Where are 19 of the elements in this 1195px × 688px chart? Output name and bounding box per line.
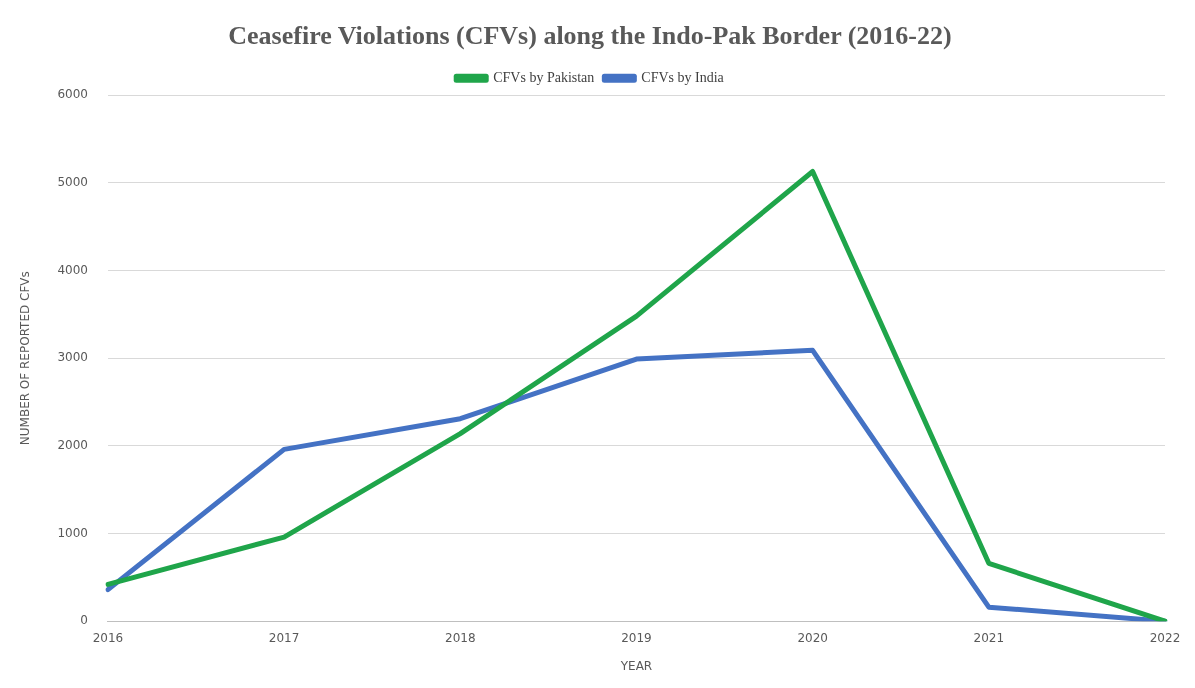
x-tick-label: 2016 bbox=[92, 630, 124, 645]
y-tick-label: 1000 bbox=[57, 525, 88, 540]
x-tick-label: 2022 bbox=[1149, 630, 1181, 645]
y-tick-label: 2000 bbox=[57, 437, 88, 452]
x-tick-label: 2019 bbox=[621, 630, 652, 645]
chart-title: Ceasefire Violations (CFVs) along the Indo-Pak Border (2016-22) bbox=[228, 21, 952, 51]
x-tick-label: 2017 bbox=[268, 630, 300, 645]
y-tick-label: 4000 bbox=[57, 262, 88, 277]
legend-label: CFVs by Pakistan bbox=[493, 69, 595, 85]
x-tick-label: 2021 bbox=[973, 630, 1005, 645]
y-tick-label: 3000 bbox=[57, 350, 88, 365]
legend-label: CFVs by India bbox=[641, 69, 725, 85]
y-tick-label: 5000 bbox=[57, 174, 88, 189]
x-axis-title: YEAR bbox=[619, 658, 653, 673]
x-tick-label: 2020 bbox=[797, 630, 828, 645]
x-tick-label: 2018 bbox=[445, 630, 476, 645]
y-tick-label: 6000 bbox=[57, 87, 88, 102]
y-axis-title: NUMBER OF REPORTED CFVs bbox=[18, 271, 33, 446]
y-tick-label: 0 bbox=[80, 613, 88, 628]
